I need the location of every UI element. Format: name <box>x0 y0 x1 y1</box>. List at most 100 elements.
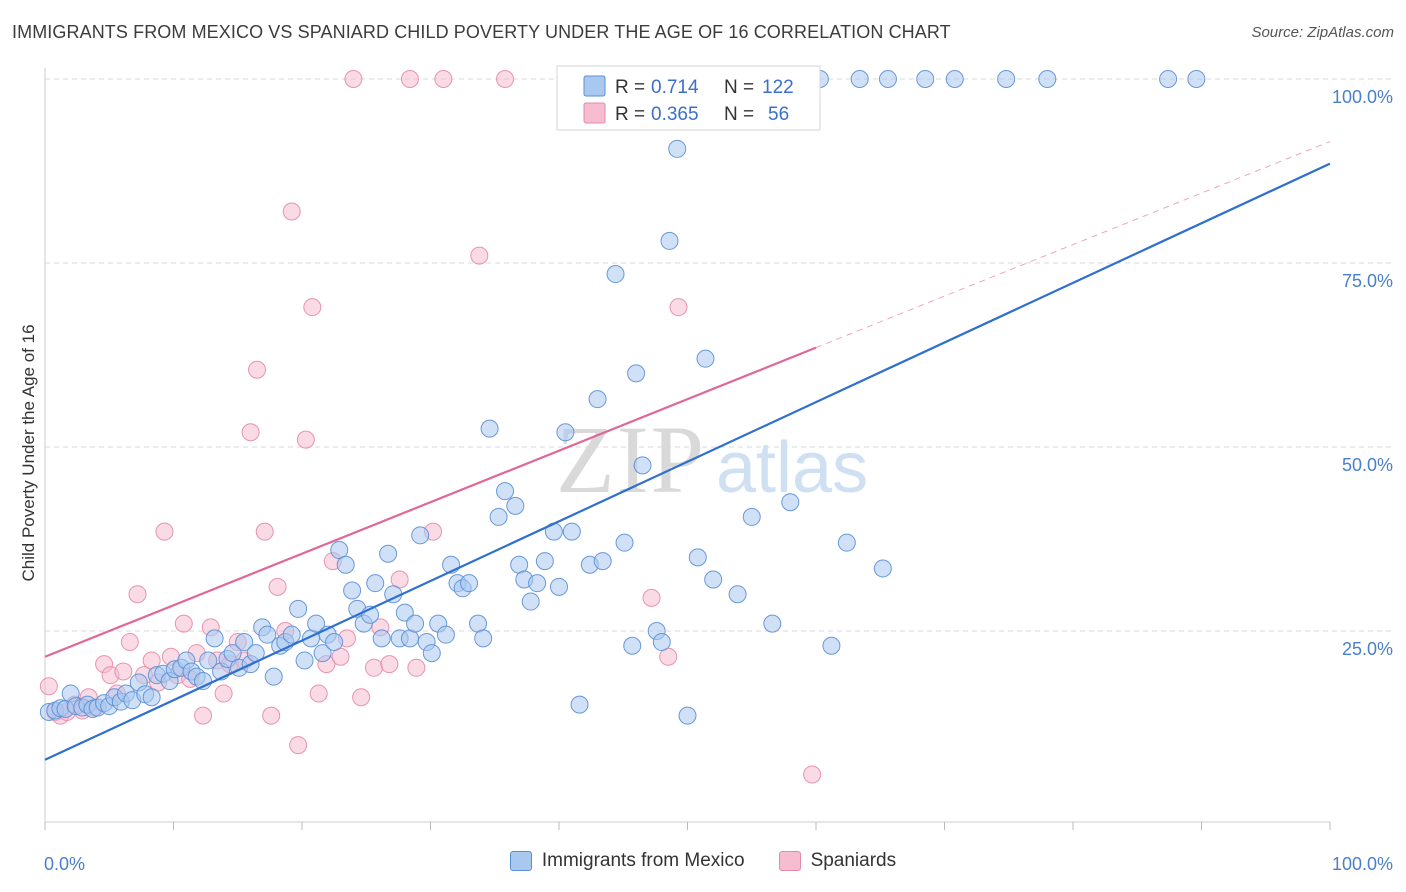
watermark-zip: ZIP <box>556 406 706 513</box>
mexico-point <box>668 139 687 158</box>
spaniards-points <box>39 70 822 784</box>
mexico-point <box>606 265 625 284</box>
mexico-point <box>763 614 782 633</box>
mexico-point <box>325 633 344 652</box>
legend-label-mexico: Immigrants from Mexico <box>541 850 745 871</box>
mexico-point <box>436 625 455 644</box>
mexico-point <box>1187 70 1206 88</box>
mexico-point <box>336 555 355 574</box>
x-tick-label: 0.0% <box>44 854 85 874</box>
mexico-point <box>615 533 634 552</box>
spaniards-point <box>364 658 383 677</box>
legend-label-spaniards: Spaniards <box>810 850 897 871</box>
spaniards-trendline-extension <box>815 141 1331 349</box>
legend-n-value-spaniards: 56 <box>768 104 789 125</box>
mexico-point <box>307 614 326 633</box>
mexico-point <box>199 651 218 670</box>
mexico-point <box>295 651 314 670</box>
mexico-point <box>623 636 642 655</box>
mexico-point <box>460 574 479 593</box>
mexico-point <box>264 667 283 686</box>
trendlines <box>44 141 1331 761</box>
spaniards-point <box>39 677 58 696</box>
mexico-point <box>379 544 398 563</box>
y-tick-label: 25.0% <box>1342 639 1393 659</box>
spaniards-point <box>248 360 267 379</box>
mexico-point <box>506 496 525 515</box>
legend-n-value-mexico: 122 <box>762 77 794 98</box>
spaniards-point <box>344 70 363 88</box>
spaniards-point <box>303 298 322 317</box>
spaniards-point <box>114 662 133 681</box>
mexico-point <box>422 644 441 663</box>
mexico-point <box>728 585 747 604</box>
source-credit: Source: ZipAtlas.com <box>1251 24 1394 41</box>
mexico-point <box>704 570 723 589</box>
mexico-point <box>235 633 254 652</box>
mexico-point <box>878 70 897 88</box>
spaniards-point <box>262 706 281 725</box>
stats-legend: R = 0.714 N = 122 R = 0.365 N = 56 <box>556 65 821 131</box>
axes <box>44 68 1331 830</box>
spaniards-point <box>669 298 688 317</box>
mexico-point <box>850 70 869 88</box>
mexico-point <box>822 636 841 655</box>
mexico-point <box>142 688 161 707</box>
mexico-point <box>535 552 554 571</box>
legend-item-spaniards[interactable]: Spaniards <box>778 850 897 872</box>
mexico-point <box>660 231 679 250</box>
mexico-point <box>652 633 671 652</box>
spaniards-point <box>128 585 147 604</box>
mexico-point <box>688 548 707 567</box>
legend-n-label-spaniards: N = <box>724 104 754 125</box>
mexico-point <box>496 482 515 501</box>
legend-swatch-mexico <box>583 75 606 97</box>
mexico-point <box>945 70 964 88</box>
spaniards-point <box>174 614 193 633</box>
tick-labels: 25.0% 50.0% 75.0% 100.0% 0.0% 100.0% <box>44 87 1393 874</box>
mexico-point <box>781 493 800 512</box>
spaniards-point <box>470 246 489 265</box>
mexico-point <box>873 559 892 578</box>
mexico-point <box>282 625 301 644</box>
mexico-point <box>742 507 761 526</box>
mexico-point <box>562 522 581 541</box>
mexico-point <box>633 456 652 475</box>
mexico-point <box>550 577 568 596</box>
mexico-point <box>406 614 425 633</box>
spaniards-point <box>309 684 328 703</box>
spaniards-point <box>496 70 515 88</box>
legend-swatch-mexico-bottom <box>509 851 532 871</box>
mexico-point <box>570 695 589 714</box>
spaniards-point <box>255 522 274 541</box>
mexico-point <box>258 625 277 644</box>
mexico-point <box>480 419 499 438</box>
spaniards-point <box>282 202 301 221</box>
y-tick-label: 100.0% <box>1332 87 1393 107</box>
spaniards-trendline <box>44 346 817 658</box>
mexico-point <box>289 599 308 618</box>
mexico-point <box>1038 70 1057 88</box>
mexico-point <box>205 629 224 648</box>
spaniards-point <box>296 430 315 449</box>
legend-swatch-spaniards-bottom <box>778 851 801 871</box>
spaniards-point <box>352 688 371 707</box>
mexico-point <box>372 629 391 648</box>
spaniards-point <box>155 522 174 541</box>
legend-item-mexico[interactable]: Immigrants from Mexico <box>509 850 745 872</box>
mexico-point <box>593 552 612 571</box>
spaniards-point <box>241 423 260 442</box>
spaniards-point <box>400 70 419 88</box>
spaniards-point <box>214 684 233 703</box>
spaniards-point <box>380 655 399 674</box>
legend-r-value-mexico: 0.714 <box>651 77 699 98</box>
spaniards-point <box>194 706 213 725</box>
mexico-point <box>528 574 547 593</box>
x-tick-label: 100.0% <box>1332 854 1393 874</box>
spaniards-point <box>642 588 661 607</box>
mexico-point <box>696 349 715 368</box>
legend-r-label-spaniards: R = <box>615 104 645 125</box>
mexico-point <box>521 592 540 611</box>
mexico-point <box>916 70 935 88</box>
